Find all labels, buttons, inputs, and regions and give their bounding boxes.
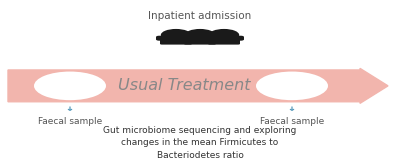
Circle shape	[267, 76, 317, 96]
FancyBboxPatch shape	[156, 36, 196, 41]
Circle shape	[278, 80, 306, 92]
FancyArrow shape	[8, 68, 388, 103]
Circle shape	[185, 29, 215, 41]
Circle shape	[161, 29, 191, 41]
FancyBboxPatch shape	[204, 36, 244, 41]
Text: Inpatient admission: Inpatient admission	[148, 11, 252, 21]
Text: Usual Treatment: Usual Treatment	[118, 78, 250, 93]
Circle shape	[34, 72, 106, 100]
Text: Gut microbiome sequencing and exploring
changes in the mean Firmicutes to
Bacter: Gut microbiome sequencing and exploring …	[103, 126, 297, 159]
Text: Faecal sample: Faecal sample	[38, 117, 102, 126]
FancyBboxPatch shape	[180, 36, 220, 41]
FancyBboxPatch shape	[184, 36, 216, 45]
FancyBboxPatch shape	[208, 36, 240, 45]
Circle shape	[209, 29, 239, 41]
Circle shape	[45, 76, 95, 96]
FancyBboxPatch shape	[160, 36, 192, 45]
Circle shape	[56, 80, 84, 92]
Circle shape	[256, 72, 328, 100]
Text: Faecal sample: Faecal sample	[260, 117, 324, 126]
